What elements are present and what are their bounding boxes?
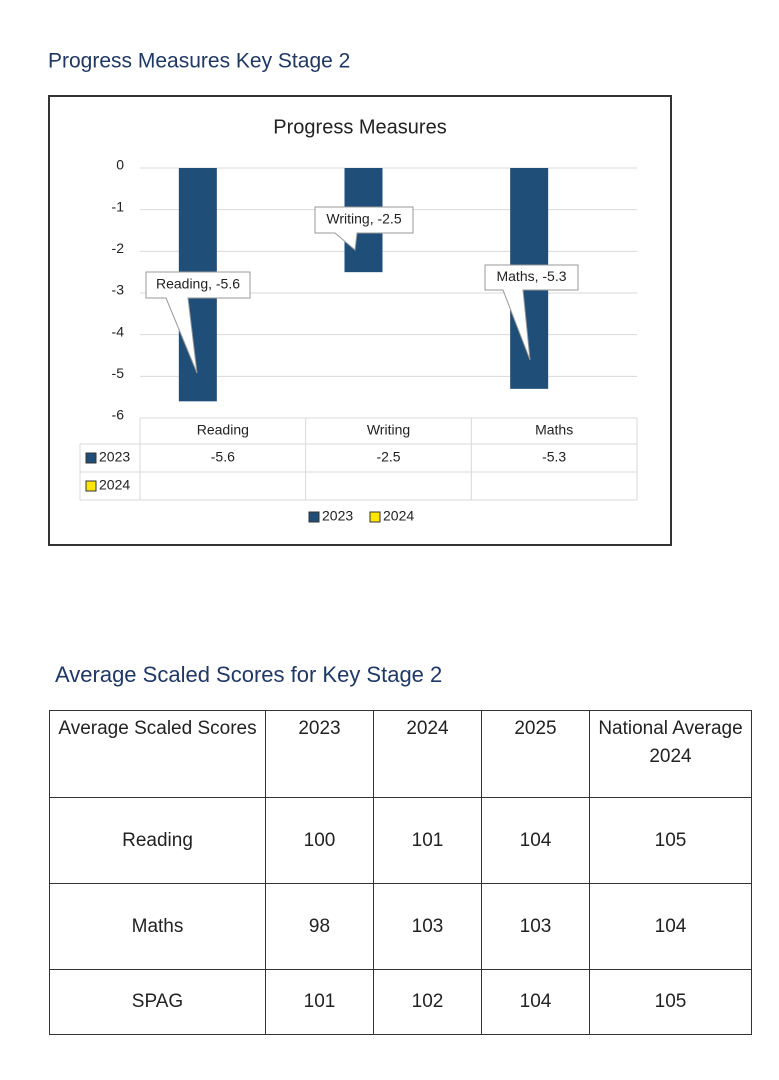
table-cell: 103 xyxy=(481,883,590,970)
table-row: Maths 98 103 103 104 xyxy=(49,883,752,970)
table-cell: 103 xyxy=(373,883,482,970)
table-cell: 104 xyxy=(481,969,590,1035)
table-cell: 101 xyxy=(373,797,482,884)
table-cell: Reading xyxy=(49,797,266,884)
table-cell: 100 xyxy=(265,797,374,884)
chart-section: Progress Measures Key Stage 2 Progress M… xyxy=(48,50,672,546)
table-cell: 2024 xyxy=(373,710,482,798)
table-cell: 102 xyxy=(373,969,482,1035)
table-cell: 105 xyxy=(589,969,752,1035)
y-tick-label: -2 xyxy=(112,240,125,256)
table-row: Reading 100 101 104 105 xyxy=(49,797,752,884)
legend-label: 2023 xyxy=(322,508,353,524)
y-tick-label: 0 xyxy=(116,157,124,173)
legend-label: 2024 xyxy=(99,477,130,493)
y-tick-label: -1 xyxy=(112,198,125,214)
table-cell: 104 xyxy=(481,797,590,884)
y-tick-label: -6 xyxy=(112,407,125,423)
section-heading: Average Scaled Scores for Key Stage 2 xyxy=(55,662,443,687)
y-tick-label: -4 xyxy=(112,323,125,339)
callout-box xyxy=(484,264,579,361)
table-cell: 101 xyxy=(265,969,374,1035)
callout-box xyxy=(145,271,251,374)
legend-swatch xyxy=(308,511,320,523)
data-table-value: -5.3 xyxy=(542,449,566,465)
data-label: Writing, -2.5 xyxy=(326,211,401,227)
section-heading: Progress Measures Key Stage 2 xyxy=(48,50,350,73)
table-cell: Average Scaled Scores xyxy=(49,710,266,798)
legend-label: 2023 xyxy=(99,449,130,465)
table-cell: 105 xyxy=(589,797,752,884)
data-label: Maths, -5.3 xyxy=(496,268,566,284)
callout-box xyxy=(314,206,414,251)
legend-swatch xyxy=(85,480,97,492)
legend-swatch xyxy=(85,452,97,464)
table-cell: 2023 xyxy=(265,710,374,798)
data-label: Reading, -5.6 xyxy=(156,276,240,292)
table-cell: 2025 xyxy=(481,710,590,798)
legend-swatch xyxy=(369,511,381,523)
category-label: Reading xyxy=(197,422,249,438)
table-cell: National Average 2024 xyxy=(589,710,752,798)
chart-title: Progress Measures xyxy=(273,116,446,138)
table-cell: 98 xyxy=(265,883,374,970)
y-tick-label: -3 xyxy=(112,282,125,298)
chart-frame xyxy=(48,95,672,546)
table-row: SPAG 101 102 104 105 xyxy=(49,969,752,1035)
y-tick-label: -5 xyxy=(112,365,125,381)
table-cell: Maths xyxy=(49,883,266,970)
category-label: Maths xyxy=(535,422,573,438)
table-row: Average Scaled Scores 2023 2024 2025 Nationa… xyxy=(49,710,752,798)
legend-label: 2024 xyxy=(383,508,414,524)
table-cell: SPAG xyxy=(49,969,266,1035)
scores-table: Average Scaled Scores 2023 2024 2025 Nationa… xyxy=(49,710,752,1035)
data-table-value: -2.5 xyxy=(376,449,400,465)
data-table-value: -5.6 xyxy=(211,449,235,465)
category-label: Writing xyxy=(367,422,410,438)
table-cell: 104 xyxy=(589,883,752,970)
